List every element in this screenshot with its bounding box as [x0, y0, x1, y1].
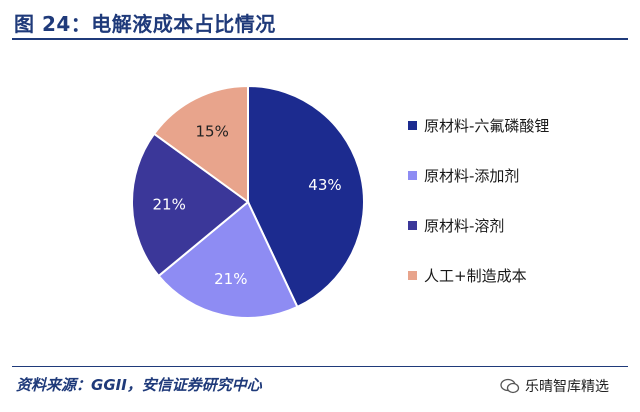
source-divider [12, 366, 628, 367]
legend-label: 人工+制造成本 [424, 266, 527, 285]
pie-slice-1 [247, 84, 365, 309]
pie-slice-3 [131, 132, 250, 278]
legend-label: 原材料-六氟磷酸锂 [424, 116, 550, 135]
chart-title: 图 24：电解液成本占比情况 [14, 12, 276, 36]
legend-label: 原材料-添加剂 [424, 166, 520, 185]
legend-swatch [408, 270, 417, 280]
wechat-icon [500, 378, 520, 394]
pie-slice-4 [152, 84, 249, 204]
title-divider [12, 38, 628, 40]
watermark: 乐晴智库精选 [500, 376, 609, 396]
legend-item-1: 原材料-六氟磷酸锂 [408, 100, 628, 150]
legend-item-3: 原材料-溶剂 [408, 200, 628, 250]
source-note: 资料来源：GGII，安信证券研究中心 [16, 376, 262, 394]
legend-item-2: 原材料-添加剂 [408, 150, 628, 200]
legend-item-4: 人工+制造成本 [408, 250, 628, 300]
chart-legend: 原材料-六氟磷酸锂 原材料-添加剂 原材料-溶剂人工+制造成本 [408, 100, 628, 300]
slice-label-1: 43% [308, 176, 341, 194]
legend-swatch [408, 170, 417, 180]
legend-label: 原材料-溶剂 [424, 216, 505, 235]
legend-swatch [408, 220, 417, 230]
legend-swatch [408, 120, 417, 130]
slice-label-4: 15% [196, 123, 229, 141]
slice-label-2: 21% [214, 270, 247, 288]
pie-chart: 43% 21% 21% 15% [131, 84, 365, 319]
slice-label-3: 21% [152, 195, 185, 213]
watermark-text: 乐晴智库精选 [525, 379, 609, 395]
pie-slice-2 [157, 200, 299, 319]
